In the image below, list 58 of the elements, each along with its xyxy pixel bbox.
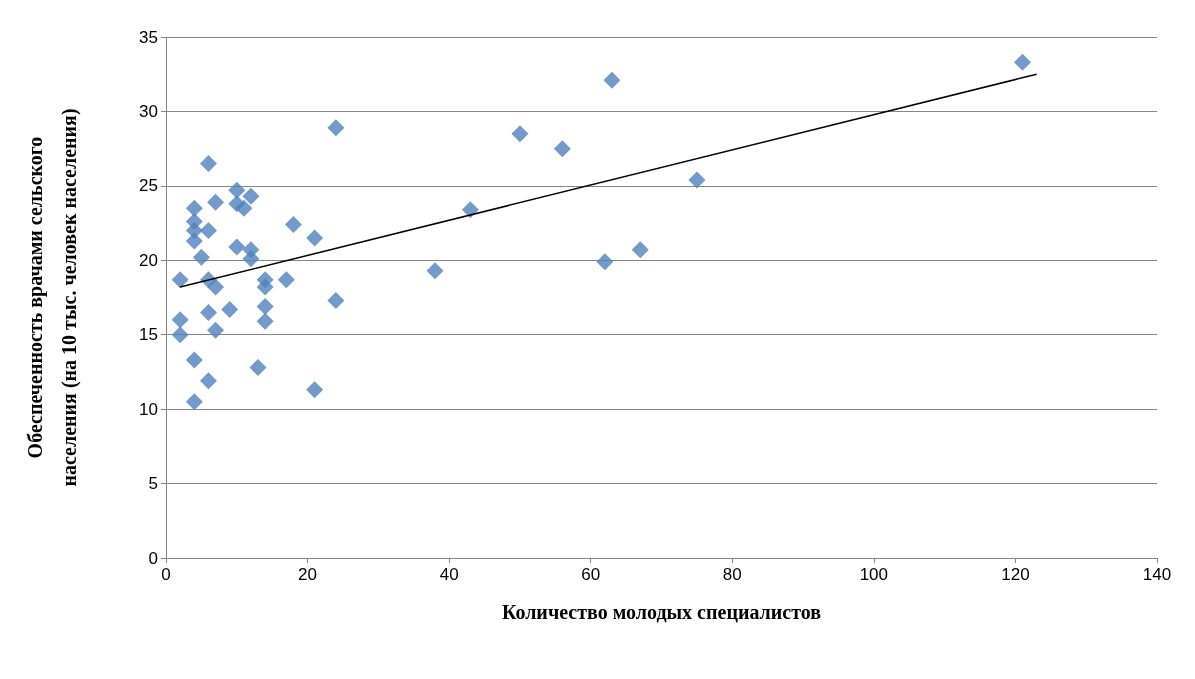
- point: [284, 216, 302, 234]
- point: [242, 250, 260, 268]
- point: [256, 297, 274, 315]
- y-tick-label: 30: [139, 101, 158, 121]
- point: [207, 193, 225, 211]
- point: [221, 300, 239, 318]
- point: [596, 253, 614, 271]
- point: [256, 278, 274, 296]
- x-tick-label: 20: [298, 565, 318, 584]
- point: [199, 372, 217, 390]
- point: [553, 140, 571, 158]
- point: [171, 326, 189, 344]
- point: [199, 303, 217, 321]
- point: [185, 393, 203, 411]
- point: [631, 241, 649, 259]
- y-tick-label: 5: [148, 474, 158, 494]
- point: [192, 248, 210, 266]
- point: [235, 199, 253, 217]
- point: [207, 321, 225, 339]
- point: [511, 125, 529, 143]
- x-tick-label: 0: [161, 565, 171, 584]
- y-tick-label: 0: [148, 548, 158, 568]
- point: [185, 199, 203, 217]
- point: [603, 71, 621, 89]
- y-axis-title: Обеспеченность врачами сельского населения (на 10 тыс. человек населения): [24, 108, 81, 487]
- point: [171, 311, 189, 329]
- point: [171, 271, 189, 289]
- point: [461, 201, 479, 219]
- point: [277, 271, 295, 289]
- point: [185, 232, 203, 250]
- x-tick-label: 140: [1142, 565, 1172, 584]
- x-tick-label: 80: [722, 565, 742, 584]
- x-tick-label: 100: [859, 565, 889, 584]
- point: [306, 381, 324, 399]
- point: [327, 291, 345, 309]
- point: [228, 238, 246, 256]
- point: [256, 312, 274, 330]
- y-tick-label: 20: [139, 250, 158, 270]
- point: [426, 262, 444, 280]
- point: [207, 278, 225, 296]
- point: [688, 171, 706, 189]
- y-tick-label: 15: [139, 325, 158, 345]
- point: [199, 155, 217, 173]
- point: [1014, 53, 1032, 71]
- point: [242, 187, 260, 205]
- x-tick-label: 60: [581, 565, 601, 584]
- x-tick-label: 120: [1001, 565, 1030, 584]
- y-tick-label: 25: [139, 176, 158, 196]
- x-axis-title: Количество молодых специалистов: [501, 601, 822, 623]
- point: [185, 351, 203, 369]
- x-tick-label: 40: [439, 565, 459, 584]
- point: [249, 358, 267, 376]
- point: [228, 181, 246, 199]
- point: [327, 119, 345, 137]
- point: [199, 222, 217, 240]
- y-tick-label: 35: [139, 27, 158, 47]
- y-tick-label: 10: [139, 399, 158, 419]
- point: [306, 229, 324, 247]
